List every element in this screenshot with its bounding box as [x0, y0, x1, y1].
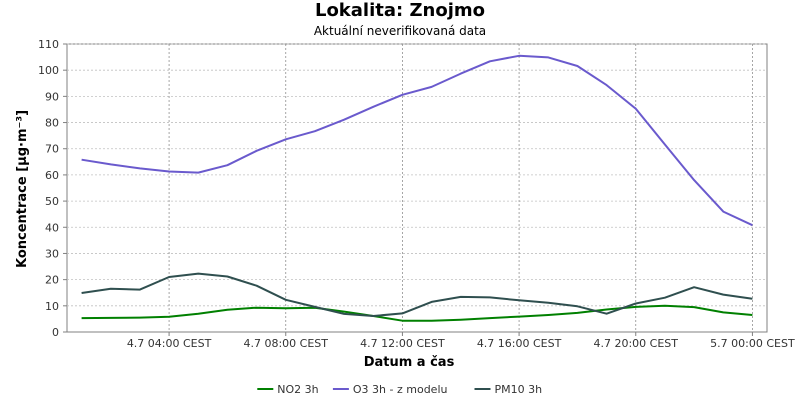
plot-area — [66, 43, 768, 333]
y-tick-label: 10 — [45, 300, 59, 313]
y-tick-label: 20 — [45, 274, 59, 287]
x-tick-label: 4.7 16:00 CEST — [477, 337, 562, 350]
x-tick-label: 4.7 04:00 CEST — [127, 337, 212, 350]
legend: NO2 3h O3 3h - z modelu PM10 3h — [257, 383, 542, 396]
x-tick-label: 4.7 08:00 CEST — [243, 337, 328, 350]
legend-label: NO2 3h — [277, 383, 318, 396]
chart-subtitle: Aktuální neverifikovaná data — [313, 24, 487, 38]
plot-background — [66, 43, 768, 333]
y-tick-label: 90 — [45, 90, 59, 103]
y-tick-label: 70 — [45, 143, 59, 156]
y-axis-label: Koncentrace [µg·m⁻³] — [15, 110, 30, 268]
y-tick-label: 110 — [38, 38, 59, 51]
y-tick-label: 40 — [45, 221, 59, 234]
y-tick-label: 50 — [45, 195, 59, 208]
series-line-o3-3h-z-modelu — [81, 54, 753, 227]
legend-label: PM10 3h — [495, 383, 543, 396]
series-lines — [81, 54, 753, 322]
chart-title: Lokalita: Znojmo — [314, 0, 486, 21]
axes: 0 10 20 30 40 50 60 70 80 90 100 110 4.7 04:00 CEST 4… — [38, 38, 795, 350]
x-tick-label: 4.7 12:00 CEST — [360, 337, 445, 350]
y-tick-label: 30 — [45, 247, 59, 260]
y-tick-label: 60 — [45, 169, 59, 182]
series-line-pm10-3h — [81, 272, 753, 317]
x-axis-label: Datum a čas — [364, 355, 455, 370]
y-tick-label: 100 — [38, 64, 59, 77]
series-line-no2-3h — [81, 304, 753, 322]
y-tick-label: 0 — [52, 326, 59, 339]
x-tick-label: 5.7 00:00 CEST — [710, 337, 795, 350]
y-tick-label: 80 — [45, 117, 59, 130]
grid-lines — [67, 43, 767, 332]
x-tick-label: 4.7 20:00 CEST — [593, 337, 678, 350]
legend-label: O3 3h - z modelu — [353, 383, 448, 396]
